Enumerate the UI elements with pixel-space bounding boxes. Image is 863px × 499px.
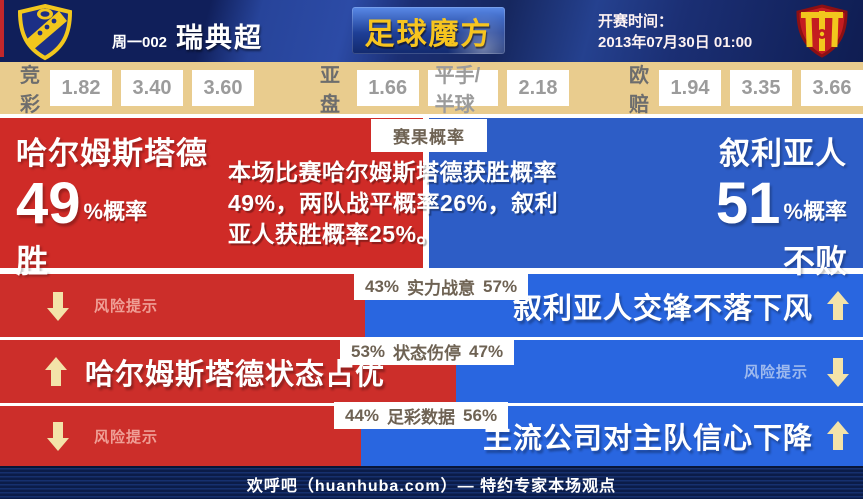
down-arrow-icon: [46, 420, 70, 452]
oupei-home-odds: 1.94: [659, 70, 721, 106]
factor-name: 状态伤停: [393, 344, 462, 363]
away-result-word: 不败: [782, 243, 847, 279]
home-team-name: 哈尔姆斯塔德: [16, 136, 208, 171]
odds-label-oupei: 欧赔: [629, 65, 650, 116]
home-probability-panel: [0, 118, 423, 268]
risk-hint-label: 风险提示: [94, 298, 159, 315]
match-title: 周一002 瑞典超: [112, 16, 263, 55]
away-factor-percent: 47%: [469, 341, 504, 361]
home-factor-bar: 风险提示: [0, 274, 403, 337]
header-accent-stripe: [0, 0, 4, 57]
oupei-away-odds: 3.66: [801, 70, 863, 106]
home-probability-block: 哈尔姆斯塔德 49 %概率 胜: [16, 128, 208, 282]
away-factor-bar: 风险提示: [456, 340, 863, 403]
jingcai-home-odds: 1.82: [50, 70, 112, 106]
home-percent-suffix: %概率: [83, 199, 148, 224]
odds-bar: 竞彩 1.82 3.40 3.60 亚盘 1.66 平手/半球 2.18 欧赔 …: [0, 59, 863, 117]
away-unbeaten-percent: 51: [715, 171, 781, 236]
factor-statement: 主流公司对主队信心下降: [482, 423, 813, 455]
kickoff-time-block: 开赛时间： 2013年07月30日 01:00: [598, 11, 752, 53]
factor-statement: 叙利亚人交锋不落下风: [512, 292, 813, 325]
factor-name: 足彩数据: [387, 408, 456, 427]
result-probability-badge: 赛果概率: [371, 119, 487, 152]
away-factor-bar: 叙利亚人交锋不落下风: [365, 274, 863, 337]
risk-hint-label: 风险提示: [94, 428, 159, 446]
yapan-handicap: 平手/半球: [427, 65, 498, 116]
odds-group-oupei: 欧赔 1.94 3.35 3.66: [629, 59, 863, 117]
home-result-word: 胜: [16, 243, 49, 279]
probability-summary-text: 本场比赛哈尔姆斯塔德获胜概率49%，两队战平概率26%，叙利亚人获胜概率25%。: [228, 159, 559, 247]
yapan-away-odds: 2.18: [507, 70, 569, 106]
header: 周一002 瑞典超 足球魔方 开赛时间： 2013年07月30日 01:00: [0, 0, 863, 62]
odds-label-yapan: 亚盘: [320, 65, 341, 116]
up-arrow-icon: [826, 420, 850, 452]
away-percent-suffix: %概率: [783, 199, 847, 224]
factor-statement: 哈尔姆斯塔德状态占优: [85, 358, 386, 391]
away-probability-block: 叙利亚人 51 %概率 不败: [716, 128, 847, 282]
match-code-label: 周一002: [112, 34, 168, 51]
factor-percent-label: 44% 足彩数据 56%: [334, 402, 509, 429]
home-factor-percent: 43%: [365, 276, 400, 296]
home-factor-percent: 44%: [345, 405, 380, 425]
site-logo: 足球魔方: [352, 7, 505, 54]
away-team-crest-icon: [796, 4, 848, 58]
home-factor-percent: 53%: [351, 341, 386, 361]
odds-label-jingcai: 竞彩: [20, 65, 41, 116]
away-factor-percent: 56%: [463, 405, 498, 425]
kickoff-label: 开赛时间：: [598, 13, 674, 30]
home-percent-line: 49 %概率: [16, 175, 208, 233]
oupei-draw-odds: 3.35: [730, 70, 792, 106]
footer-site-text: 欢呼吧（huanhuba.com）— 特约专家本场观点: [246, 477, 617, 495]
probability-section: 赛果概率 哈尔姆斯塔德 49 %概率 胜 本场比赛哈尔姆斯塔德获胜概率49%，两…: [0, 118, 863, 279]
panel-divider: [423, 118, 429, 268]
site-logo-text: 足球魔方: [364, 17, 493, 51]
kickoff-datetime: 2013年07月30日 01:00: [598, 34, 753, 51]
away-percent-line: 51 %概率: [716, 175, 847, 233]
up-arrow-icon: [826, 290, 850, 322]
up-arrow-icon: [44, 356, 68, 388]
down-arrow-icon: [826, 356, 850, 388]
away-team-name: 叙利亚人: [719, 136, 847, 171]
league-name: 瑞典超: [176, 23, 264, 53]
factor-percent-label: 43% 实力战意 57%: [354, 273, 529, 300]
odds-group-jingcai: 竞彩 1.82 3.40 3.60: [20, 59, 254, 117]
down-arrow-icon: [46, 290, 70, 322]
home-win-percent: 49: [16, 171, 81, 236]
home-team-crest-icon: [17, 3, 73, 61]
away-factor-percent: 57%: [483, 276, 518, 296]
jingcai-away-odds: 3.60: [192, 70, 254, 106]
yapan-home-odds: 1.66: [356, 70, 419, 106]
risk-hint-label: 风险提示: [743, 364, 808, 381]
away-factor-bar: 主流公司对主队信心下降: [361, 406, 863, 466]
footer: 欢呼吧（huanhuba.com）— 特约专家本场观点: [0, 466, 863, 499]
factor-row-form: 哈尔姆斯塔德状态占优 风险提示 53% 状态伤停 47%: [0, 338, 863, 403]
factor-row-strength: 风险提示 叙利亚人交锋不落下风 43% 实力战意 57%: [0, 273, 863, 337]
home-factor-bar: 哈尔姆斯塔德状态占优: [0, 340, 496, 403]
factor-name: 实力战意: [407, 279, 476, 298]
jingcai-draw-odds: 3.40: [121, 70, 183, 106]
factor-percent-label: 53% 状态伤停 47%: [340, 338, 515, 365]
factor-row-betting: 风险提示 主流公司对主队信心下降 44% 足彩数据 56%: [0, 402, 863, 466]
odds-group-yapan: 亚盘 1.66 平手/半球 2.18: [320, 59, 569, 117]
